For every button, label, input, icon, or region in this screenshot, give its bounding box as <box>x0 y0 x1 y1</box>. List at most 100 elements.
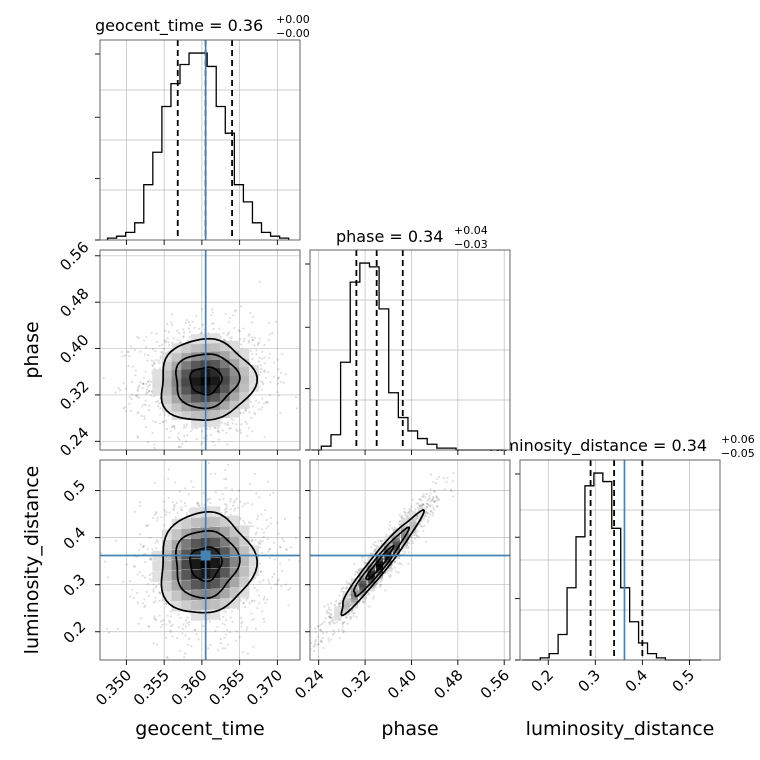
scatter-point <box>222 338 225 341</box>
scatter-point <box>190 645 193 648</box>
scatter-point <box>147 380 150 383</box>
scatter-point <box>313 649 316 652</box>
scatter-point <box>354 573 357 576</box>
density-cell <box>210 589 221 600</box>
scatter-point <box>340 590 343 593</box>
density-cell <box>239 373 250 384</box>
scatter-point <box>154 349 157 352</box>
density-cell <box>191 507 201 518</box>
scatter-point <box>295 395 298 399</box>
contour-level-3 <box>340 508 425 617</box>
scatter-point <box>342 631 345 634</box>
scatter-point <box>159 592 162 595</box>
density-cell <box>181 409 192 420</box>
density-cell <box>181 538 192 549</box>
scatter-point <box>261 383 265 386</box>
scatter-point <box>405 515 408 518</box>
truth-marker <box>200 550 211 561</box>
scatter-point <box>164 513 167 516</box>
scatter-point <box>183 331 186 334</box>
scatter-point <box>345 580 348 583</box>
scatter-point <box>442 477 446 480</box>
scatter-point <box>169 625 173 628</box>
title-phase: phase = 0.34 +0.04 −0.03 <box>336 224 488 251</box>
y-tick-label: 0.24 <box>56 424 92 460</box>
scatter-point <box>146 582 149 586</box>
density-cell <box>171 393 182 404</box>
scatter-point <box>292 663 294 665</box>
scatter-point <box>223 339 227 342</box>
scatter-point <box>148 558 151 561</box>
scatter-point <box>225 504 228 507</box>
scatter-point <box>150 558 153 562</box>
scatter-point <box>213 444 216 447</box>
scatter-point <box>373 549 377 552</box>
scatter-point <box>314 627 317 630</box>
scatter-point <box>251 619 254 622</box>
scatter-point <box>216 648 220 652</box>
scatter-point <box>256 518 259 521</box>
scatter-point <box>152 583 155 586</box>
scatter-point <box>428 513 431 516</box>
scatter-point <box>170 321 173 324</box>
scatter-point <box>437 498 440 501</box>
scatter-point <box>182 426 186 429</box>
scatter-point <box>258 280 261 283</box>
density-cell <box>181 569 192 580</box>
scatter-point <box>327 637 330 640</box>
scatter-point <box>163 509 166 512</box>
scatter-point <box>193 326 196 329</box>
scatter-point <box>261 540 265 543</box>
scatter-point <box>236 429 239 433</box>
scatter-point <box>266 401 269 405</box>
scatter-point <box>226 629 229 632</box>
scatter-point <box>411 498 414 501</box>
scatter-point <box>209 427 212 430</box>
scatter-point <box>258 602 261 605</box>
scatter-point <box>181 335 184 339</box>
scatter-point <box>270 586 273 590</box>
scatter-point <box>240 343 243 346</box>
scatter-point <box>139 381 142 384</box>
scatter-point <box>229 616 232 619</box>
scatter-point <box>108 631 111 635</box>
scatter-point <box>349 615 352 619</box>
scatter-point <box>181 627 184 630</box>
scatter-point <box>346 582 349 585</box>
density-cell <box>229 349 240 360</box>
density-cell <box>219 349 230 360</box>
scatter-point <box>195 633 198 636</box>
scatter-point <box>133 510 137 513</box>
density-cell <box>210 578 221 589</box>
scatter-point <box>134 394 137 397</box>
density-cell <box>210 516 221 527</box>
scatter-point <box>150 557 153 560</box>
scatter-point <box>284 548 288 551</box>
scatter-point <box>169 430 172 433</box>
scatter-point <box>148 389 151 392</box>
scatter-point <box>196 502 199 505</box>
scatter-point <box>214 629 217 633</box>
scatter-point <box>253 411 256 414</box>
scatter-point <box>375 582 379 585</box>
scatter-point <box>136 601 140 604</box>
scatter-point <box>328 621 331 624</box>
scatter-point <box>408 509 411 512</box>
scatter-point <box>125 563 128 566</box>
scatter-point <box>414 508 417 511</box>
density-cell <box>210 391 221 402</box>
density-cell <box>239 566 250 577</box>
density-cell <box>191 600 201 611</box>
scatter-point <box>114 391 117 394</box>
scatter-point <box>153 446 156 450</box>
scatter-point <box>186 616 189 619</box>
scatter-point <box>233 499 237 502</box>
scatter-point <box>124 410 127 413</box>
scatter-point <box>339 599 343 602</box>
scatter-point <box>187 643 190 647</box>
scatter-point <box>128 595 131 598</box>
scatter-point <box>159 355 162 358</box>
contour-level-1 <box>365 544 395 581</box>
scatter-point <box>372 595 375 598</box>
scatter-point <box>147 409 151 412</box>
